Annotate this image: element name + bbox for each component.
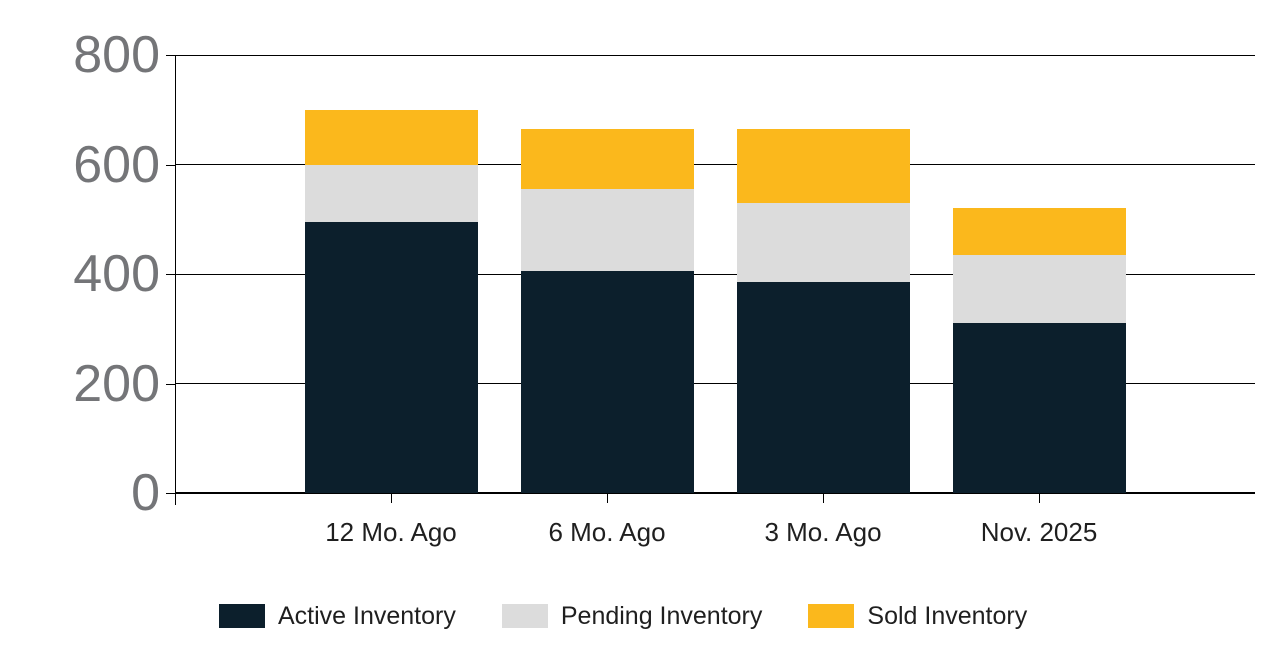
bar-6-mo-ago [520,55,694,493]
legend-item-pending-inventory: Pending Inventory [501,601,763,631]
y-tick-label-400: 400 [73,245,160,303]
gridline-200 [175,383,1255,384]
y-tick-label-0: 0 [131,464,160,522]
bar-segment-pending-inventory [520,189,694,272]
legend-item-active-inventory: Active Inventory [219,601,456,631]
x-tick-mark-2 [607,494,608,503]
y-tick-mark-400 [166,274,175,275]
x-tick-mark-3 [823,494,824,503]
gridline-400 [175,273,1255,275]
bar-segment-pending-inventory [304,164,478,222]
legend-label: Active Inventory [278,602,456,630]
bar-segment-active-inventory [520,271,694,493]
gridline-600 [175,164,1255,165]
y-tick-mark-600 [166,164,175,166]
legend-item-sold-inventory: Sold Inventory [808,601,1027,631]
plot-area [175,54,1255,494]
y-axis-line [175,55,176,505]
x-tick-mark-1 [391,494,392,503]
y-tick-mark-0 [166,493,175,494]
bar-3-mo-ago [736,55,910,493]
legend-label: Pending Inventory [560,602,763,630]
bar-segment-pending-inventory [736,202,910,283]
y-tick-label-800: 800 [73,26,160,84]
x-tick-label-3: 3 Mo. Ago [764,517,882,547]
y-tick-label-600: 600 [73,135,160,194]
y-tick-mark-200 [166,383,175,385]
x-tick-mark-4 [1039,494,1040,503]
bar-nov-2025 [952,55,1126,493]
x-tick-label-1: 12 Mo. Ago [325,517,457,547]
bar-segment-sold-inventory [520,128,694,190]
bar-segment-active-inventory [952,323,1126,493]
gridline-800 [175,54,1255,56]
bar-segment-sold-inventory [736,128,910,203]
legend-swatch-icon [219,604,265,628]
legend-swatch-icon [501,604,548,628]
bar-segment-sold-inventory [304,109,478,165]
y-tick-label-200: 200 [73,354,160,413]
x-tick-label-4: Nov. 2025 [980,517,1098,547]
legend-label: Sold Inventory [867,602,1028,630]
bar-segment-active-inventory [304,222,478,493]
bar-segment-sold-inventory [952,208,1126,255]
chart-legend: Active Inventory Pending Inventory Sold In… [219,601,1027,631]
bar-12-mo-ago [304,55,478,493]
bar-segment-active-inventory [736,282,910,493]
y-tick-mark-800 [166,55,175,56]
x-axis-line [175,492,1255,494]
bar-segment-pending-inventory [952,254,1126,324]
x-tick-label-2: 6 Mo. Ago [548,517,666,547]
legend-swatch-icon [808,604,855,628]
